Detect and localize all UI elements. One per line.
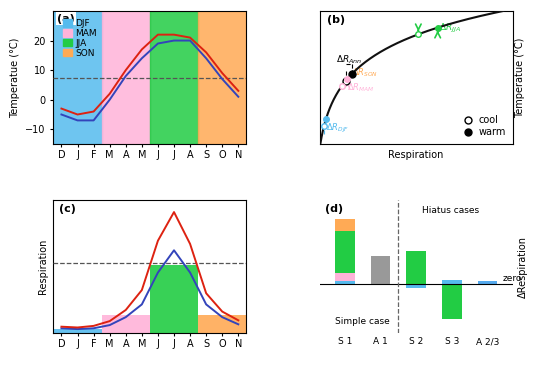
X-axis label: Respiration: Respiration [388, 150, 444, 160]
Text: $\Delta R_{JJA}$: $\Delta R_{JJA}$ [439, 22, 461, 36]
Bar [442, 284, 462, 319]
Text: (b): (b) [327, 15, 345, 25]
Text: zero: zero [502, 274, 522, 283]
Bar [335, 231, 355, 273]
Bar [101, 315, 150, 333]
Text: $\Delta R_{MAM}$: $\Delta R_{MAM}$ [347, 82, 375, 94]
Text: $\Delta R_{DJF}$: $\Delta R_{DJF}$ [326, 122, 349, 135]
Legend: DJF, MAM, JJA, SON: DJF, MAM, JJA, SON [62, 18, 98, 59]
Bar [53, 11, 101, 144]
Bar [478, 281, 498, 284]
Y-axis label: Temperatue (°C): Temperatue (°C) [10, 37, 20, 118]
Legend: cool, warm: cool, warm [464, 113, 508, 139]
Text: (d): (d) [325, 204, 343, 214]
Bar [53, 329, 101, 333]
Bar [198, 11, 246, 144]
Bar [335, 281, 355, 284]
Text: Hiatus cases: Hiatus cases [421, 206, 478, 215]
Bar [150, 265, 198, 333]
Bar [150, 11, 198, 144]
Text: Simple case: Simple case [335, 317, 390, 326]
Text: (a): (a) [57, 14, 75, 24]
Text: (c): (c) [59, 204, 76, 214]
Bar [101, 11, 150, 144]
Y-axis label: ΔRespiration: ΔRespiration [518, 235, 528, 298]
Bar [198, 315, 246, 333]
Bar [371, 256, 390, 284]
Bar [406, 251, 426, 284]
Text: $\Delta R_{SON}$: $\Delta R_{SON}$ [352, 67, 378, 79]
Bar [335, 219, 355, 231]
Y-axis label: Respiration: Respiration [38, 239, 48, 294]
Bar [406, 284, 426, 288]
Bar [442, 280, 462, 284]
Bar [335, 273, 355, 281]
Y-axis label: Temperatue (°C): Temperatue (°C) [515, 37, 525, 118]
Text: $\Delta R_{Ann}$: $\Delta R_{Ann}$ [335, 53, 362, 66]
